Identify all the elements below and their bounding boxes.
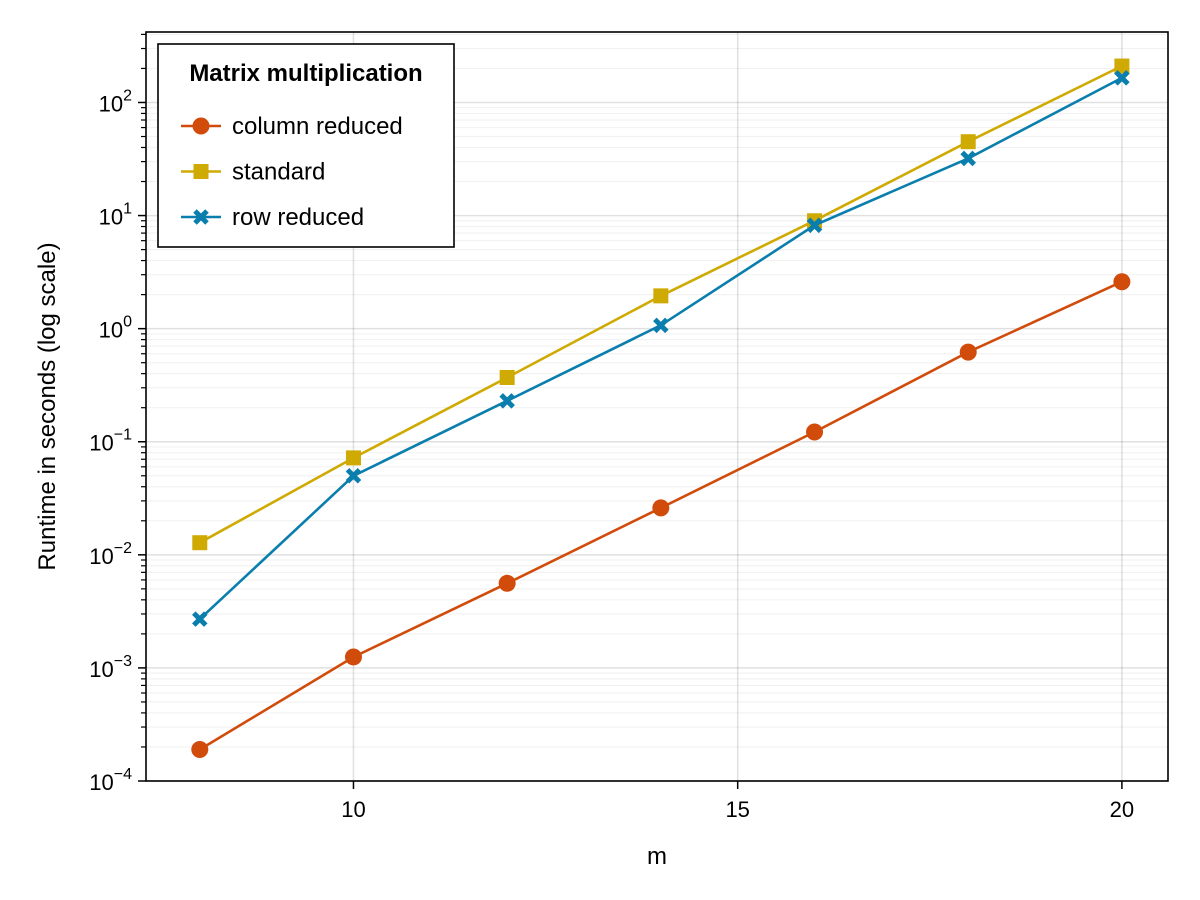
data-point <box>345 468 362 484</box>
data-point <box>1113 273 1131 291</box>
data-point <box>652 499 670 517</box>
y-tick-label: 10−2 <box>89 540 132 569</box>
data-point <box>806 423 824 441</box>
data-point <box>960 150 976 167</box>
y-tick-label: 100 <box>99 314 132 343</box>
data-point <box>1114 58 1130 74</box>
data-point <box>959 343 977 361</box>
y-tick-label: 10−4 <box>89 766 132 795</box>
legend-label: row reduced <box>232 204 364 231</box>
data-point <box>498 574 516 592</box>
y-tick-label: 10−1 <box>89 427 132 456</box>
x-tick-label: 15 <box>725 797 749 822</box>
x-axis-label: m <box>647 843 667 870</box>
data-point <box>345 450 361 466</box>
x-tick-label: 10 <box>341 797 365 822</box>
y-axis-label: Runtime in seconds (log scale) <box>34 242 61 570</box>
legend-label: standard <box>232 159 325 186</box>
ticks: 10−4 10−3 10−2 10−1 100 101 102 10 15 20 <box>89 33 1134 822</box>
legend-label: column reduced <box>232 113 403 140</box>
data-point <box>344 648 362 666</box>
data-point <box>653 288 669 304</box>
legend-marker <box>193 209 209 225</box>
legend-item: standard <box>181 159 325 186</box>
data-point <box>960 134 976 150</box>
data-point <box>499 393 515 409</box>
legend-item: column reduced <box>181 113 403 140</box>
legend-items: column reduced standard row reduced <box>181 113 403 231</box>
series-standard <box>192 58 1130 551</box>
legend-marker <box>193 164 209 179</box>
x-tick-label: 20 <box>1110 797 1134 822</box>
data-point <box>653 317 669 334</box>
series-layer <box>191 58 1131 758</box>
data-point <box>499 369 515 385</box>
y-tick-label: 102 <box>99 87 132 116</box>
data-point <box>191 740 209 758</box>
y-tick-label: 10−3 <box>89 653 132 682</box>
legend-marker <box>192 117 210 135</box>
data-point <box>192 611 208 627</box>
series-row-reduced <box>192 70 1130 627</box>
data-point <box>192 535 208 551</box>
series-column-reduced <box>191 273 1131 758</box>
legend-item: row reduced <box>181 204 364 231</box>
legend: Matrix multiplication column reduced stan… <box>157 43 455 248</box>
plot-frame <box>145 31 1169 782</box>
y-tick-label: 101 <box>99 201 132 230</box>
data-point <box>1114 70 1130 86</box>
legend-title: Matrix multiplication <box>189 60 422 87</box>
data-point <box>806 217 823 234</box>
